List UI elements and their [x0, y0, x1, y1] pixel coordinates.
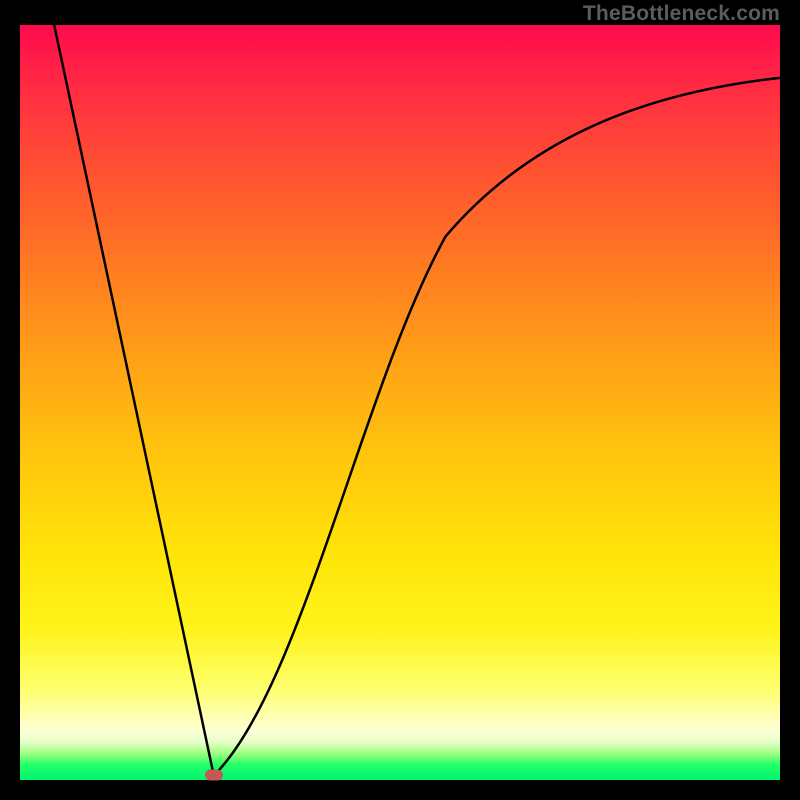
plot-area: [20, 25, 780, 780]
chart-frame: TheBottleneck.com: [0, 0, 800, 800]
watermark-text: TheBottleneck.com: [583, 2, 780, 26]
minimum-marker: [205, 770, 223, 781]
curve-svg: [20, 25, 780, 780]
bottleneck-curve: [54, 25, 780, 775]
